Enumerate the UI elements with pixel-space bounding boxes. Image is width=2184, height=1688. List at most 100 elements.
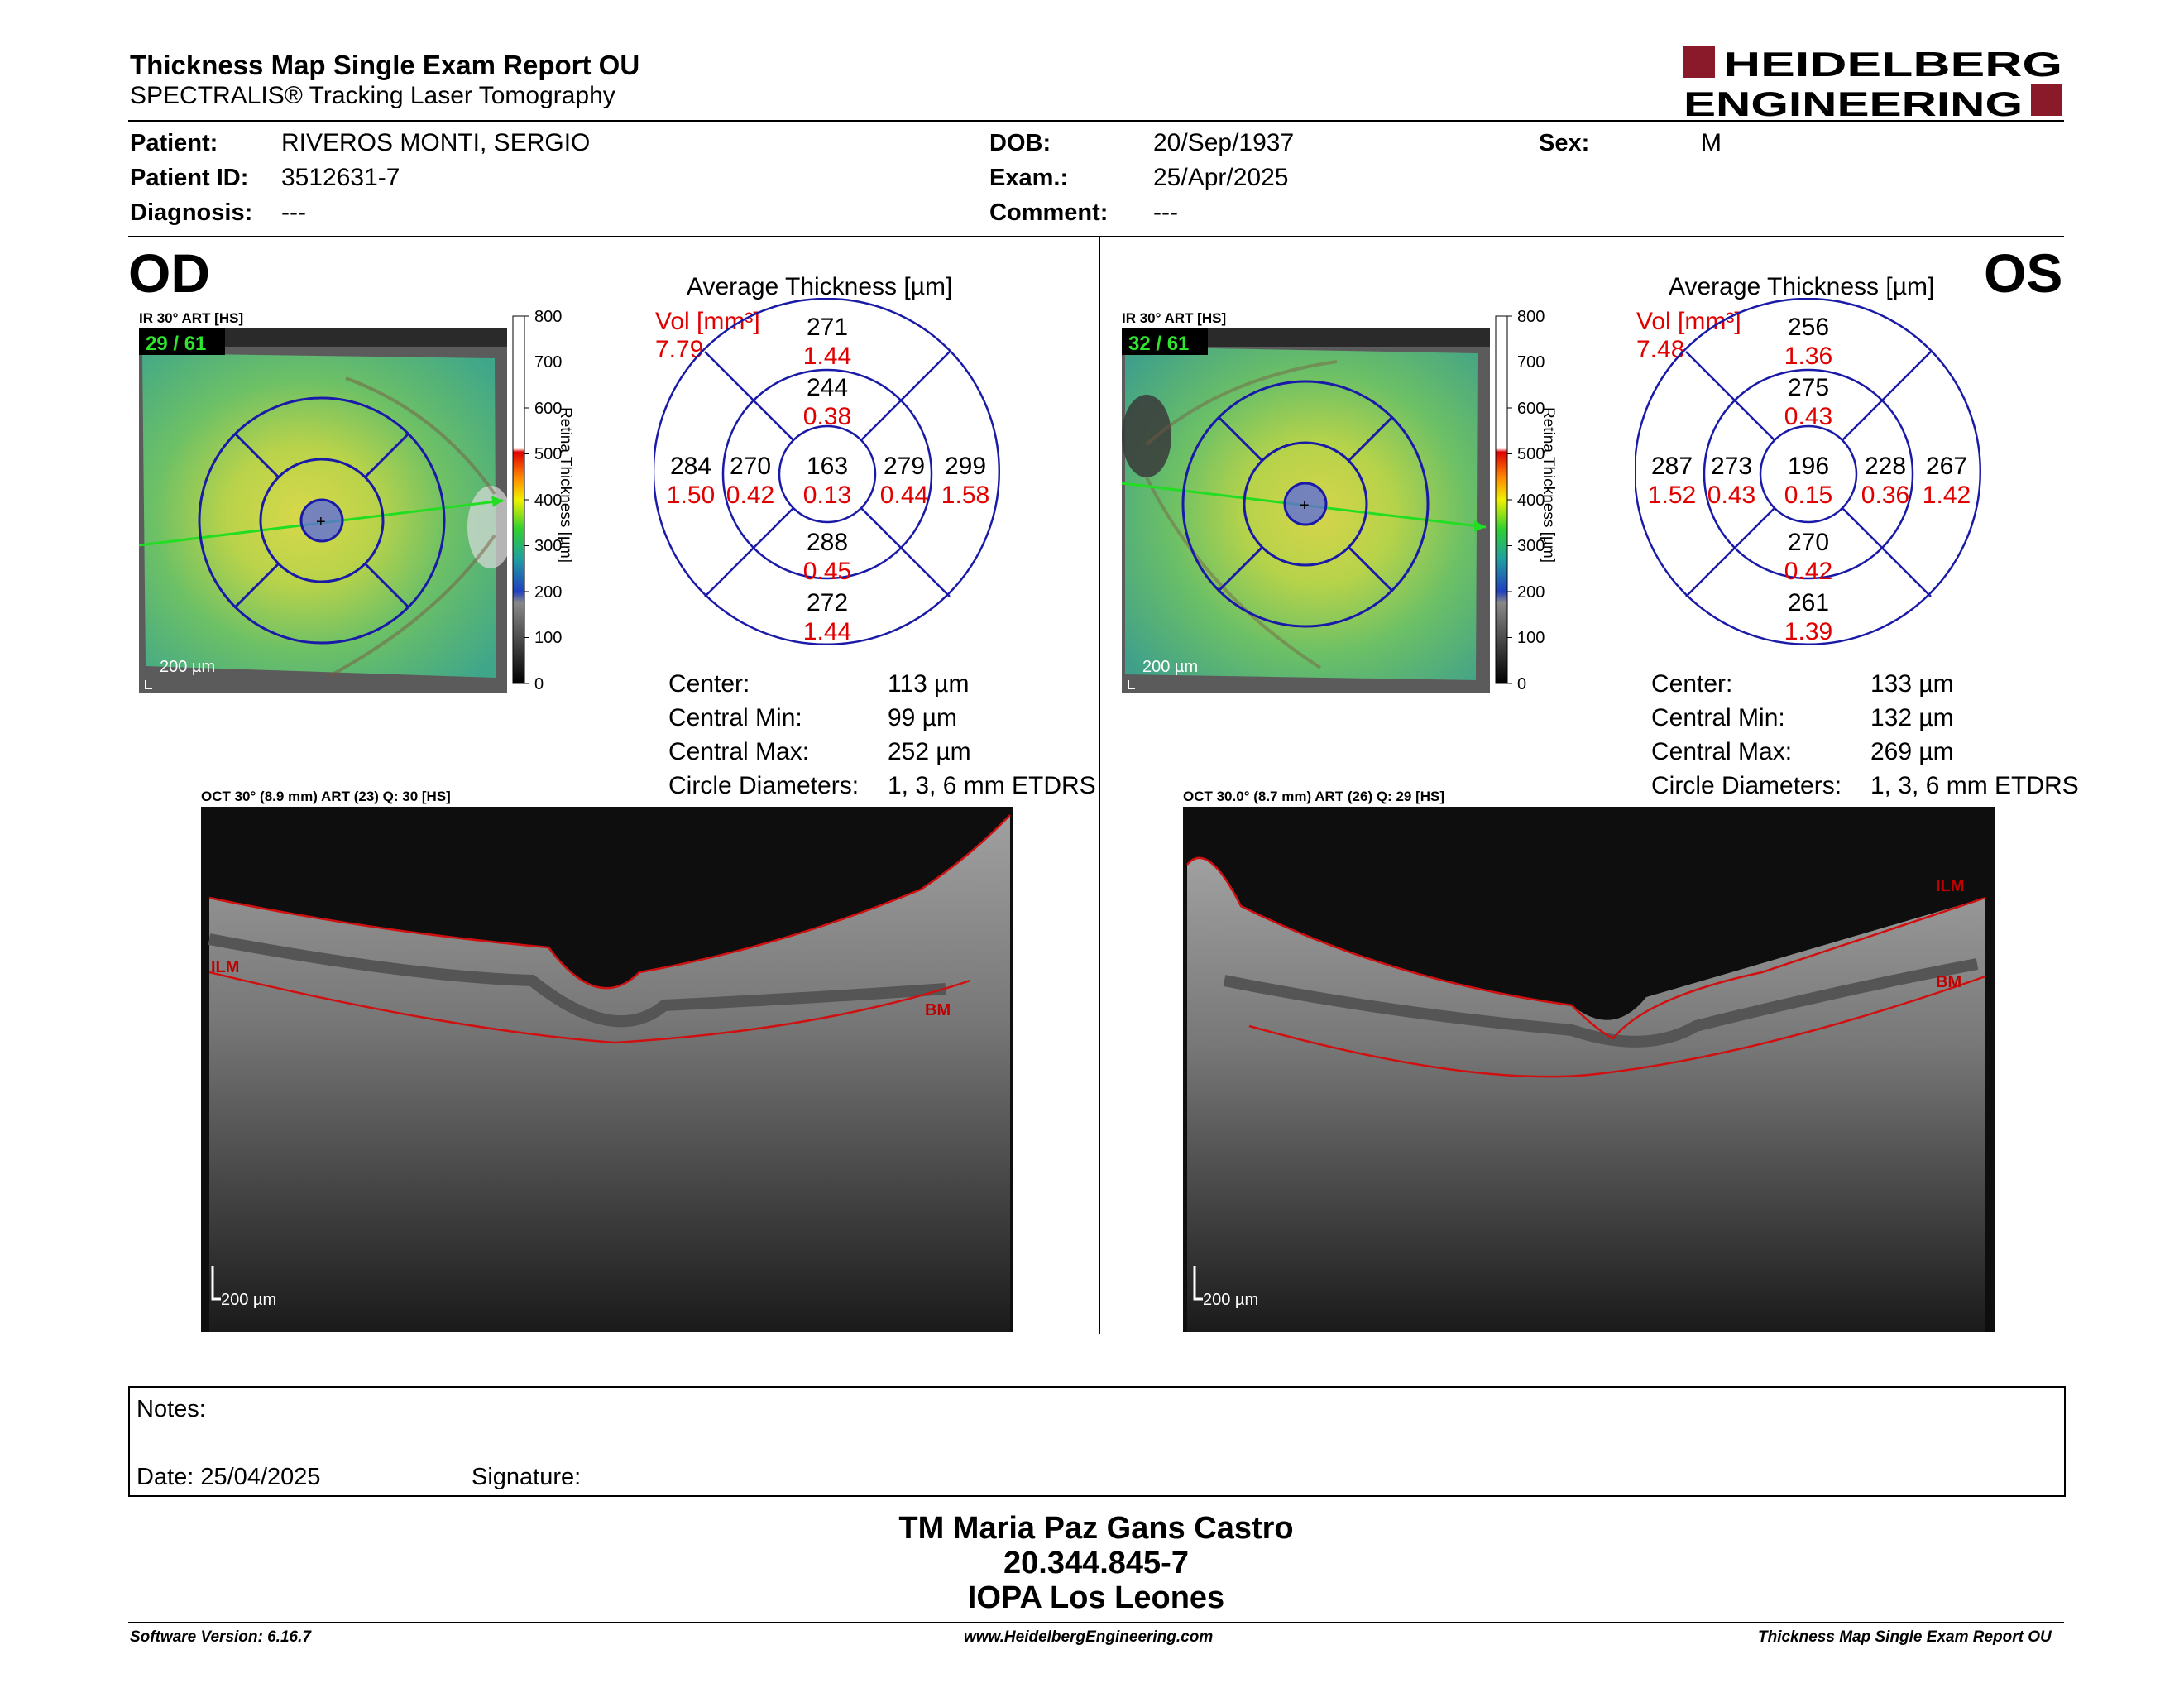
svg-text:1.50: 1.50: [667, 482, 715, 509]
svg-text:228: 228: [1865, 453, 1906, 480]
svg-text:800: 800: [534, 308, 562, 326]
od-min-label: Central Min:: [668, 704, 802, 731]
svg-text:244: 244: [807, 374, 848, 401]
svg-text:300: 300: [1517, 537, 1545, 555]
od-center-label: Center:: [668, 670, 750, 698]
os-oct-label: OCT 30.0° (8.7 mm) ART (26) Q: 29 [HS]: [1183, 789, 1445, 804]
od-etdrs-grid: 271 1.44 244 0.38 284 1.50 270 0.42 163 …: [654, 298, 1000, 645]
os-ilm-label: ILM: [1936, 877, 1964, 895]
eye-divider: [1099, 237, 1100, 1334]
svg-text:500: 500: [534, 445, 562, 463]
svg-text:163: 163: [807, 453, 848, 480]
patient-name: RIVEROS MONTI, SERGIO: [281, 129, 591, 156]
od-ir-label: IR 30° ART [HS]: [139, 310, 244, 326]
svg-text:0: 0: [534, 675, 544, 693]
os-scalebar: 200 µm: [1142, 658, 1198, 676]
report-subtitle: SPECTRALIS® Tracking Laser Tomography: [130, 82, 615, 109]
svg-text:400: 400: [534, 492, 562, 510]
od-frame-counter: 29 / 61: [146, 333, 206, 355]
svg-text:1.42: 1.42: [1923, 482, 1971, 509]
svg-text:261: 261: [1788, 589, 1829, 616]
svg-text:800: 800: [1517, 308, 1545, 326]
os-max-label: Central Max:: [1651, 738, 1793, 765]
logo-line2: ENGINEERING: [1684, 84, 2023, 117]
od-diam-label: Circle Diameters:: [668, 772, 860, 799]
os-color-scale: 800 700 600 500 400 300 200 100 0 Retina…: [1495, 308, 1556, 693]
svg-text:100: 100: [534, 629, 562, 647]
os-avg-title: Average Thickness [µm]: [1669, 273, 1935, 300]
svg-text:+: +: [316, 513, 326, 531]
svg-text:+: +: [1300, 496, 1310, 515]
os-eye-label: OS: [1984, 242, 2063, 304]
svg-text:200: 200: [534, 583, 562, 602]
svg-text:270: 270: [730, 453, 771, 480]
svg-text:300: 300: [534, 537, 562, 555]
os-min-value: 132 µm: [1870, 704, 1954, 731]
svg-text:1.36: 1.36: [1784, 343, 1832, 370]
signature-id: 20.344.845-7: [1003, 1546, 1189, 1580]
exam-label: Exam.:: [989, 165, 1069, 191]
dob-label: DOB:: [989, 130, 1051, 156]
os-min-label: Central Min:: [1651, 704, 1785, 731]
footer-software: Software Version: 6.16.7: [130, 1628, 311, 1646]
diagnosis-value: ---: [281, 199, 306, 226]
svg-text:279: 279: [884, 453, 925, 480]
od-avg-title: Average Thickness [µm]: [687, 273, 953, 300]
od-diam-value: 1, 3, 6 mm ETDRS: [888, 772, 1096, 799]
os-diam-label: Circle Diameters:: [1651, 772, 1842, 799]
svg-text:1.44: 1.44: [803, 343, 851, 370]
svg-text:0.38: 0.38: [803, 403, 851, 430]
footer-website[interactable]: www.HeidelbergEngineering.com: [964, 1628, 1214, 1646]
svg-text:270: 270: [1788, 529, 1829, 556]
od-oct-label: OCT 30° (8.9 mm) ART (23) Q: 30 [HS]: [201, 789, 451, 804]
diagnosis-label: Diagnosis:: [130, 199, 253, 226]
os-etdrs-grid: 256 1.36 275 0.43 287 1.52 273 0.43 196 …: [1635, 298, 1981, 645]
svg-text:1.44: 1.44: [803, 618, 851, 645]
od-max-value: 252 µm: [888, 738, 971, 765]
os-ir-label: IR 30° ART [HS]: [1122, 310, 1227, 326]
comment-value: ---: [1153, 199, 1178, 226]
os-center-value: 133 µm: [1870, 670, 1954, 698]
svg-text:0.13: 0.13: [803, 482, 851, 509]
os-frame-counter: 32 / 61: [1128, 333, 1189, 355]
notes-date: Date: 25/04/2025: [136, 1464, 321, 1490]
od-eye-label: OD: [128, 242, 210, 304]
dob-value: 20/Sep/1937: [1153, 129, 1295, 156]
svg-text:272: 272: [807, 589, 848, 616]
svg-text:500: 500: [1517, 445, 1545, 463]
os-diam-value: 1, 3, 6 mm ETDRS: [1870, 772, 2079, 799]
notes-label: Notes:: [136, 1396, 206, 1422]
os-max-value: 269 µm: [1870, 738, 1954, 765]
svg-text:400: 400: [1517, 492, 1545, 510]
svg-text:284: 284: [670, 453, 711, 480]
notes-signature-label: Signature:: [472, 1464, 582, 1490]
od-thickness-map: 29 / 61 + 200 µm: [139, 328, 507, 693]
od-oct-scan: ILM BM 200 µm: [201, 807, 1013, 1332]
patient-id: 3512631-7: [281, 164, 400, 191]
svg-text:267: 267: [1926, 453, 1967, 480]
svg-text:600: 600: [1517, 400, 1545, 418]
report-title: Thickness Map Single Exam Report OU: [130, 50, 640, 80]
svg-text:288: 288: [807, 529, 848, 556]
signature-name: TM Maria Paz Gans Castro: [898, 1511, 1294, 1546]
svg-text:273: 273: [1711, 453, 1752, 480]
exam-value: 25/Apr/2025: [1153, 164, 1289, 191]
patient-label: Patient:: [130, 130, 218, 156]
svg-text:0.42: 0.42: [1784, 558, 1832, 585]
notes-box: Notes: Date: 25/04/2025 Signature:: [128, 1386, 2066, 1497]
comment-label: Comment:: [989, 199, 1109, 226]
svg-text:600: 600: [534, 400, 562, 418]
svg-text:1.58: 1.58: [941, 482, 989, 509]
os-oct-scan: ILM BM 200 µm: [1183, 807, 1995, 1332]
od-scalebar: 200 µm: [160, 658, 215, 676]
svg-text:0.36: 0.36: [1861, 482, 1909, 509]
logo-line1: HEIDELBERG: [1723, 46, 2062, 84]
svg-text:0.43: 0.43: [1784, 403, 1832, 430]
os-bm-label: BM: [1936, 973, 1961, 991]
svg-text:Retina Thickness [µm]: Retina Thickness [µm]: [557, 407, 573, 563]
od-bm-label: BM: [925, 1001, 951, 1019]
patient-id-label: Patient ID:: [130, 165, 249, 191]
od-ilm-label: ILM: [211, 958, 239, 976]
svg-text:Retina Thickness [µm]: Retina Thickness [µm]: [1540, 407, 1556, 563]
od-max-label: Central Max:: [668, 738, 810, 765]
